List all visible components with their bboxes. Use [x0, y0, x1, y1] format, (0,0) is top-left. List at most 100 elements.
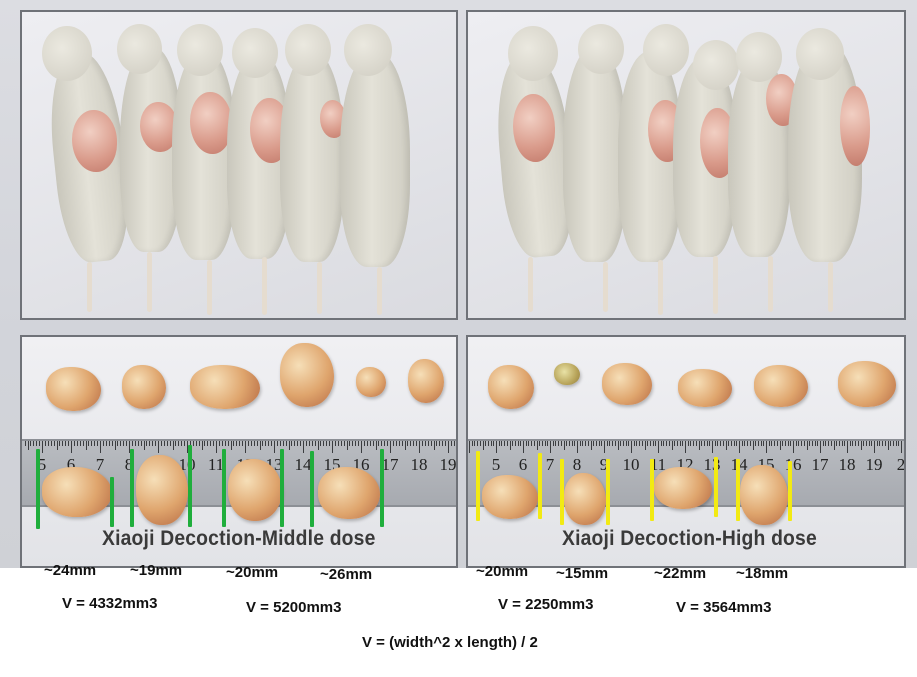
ruler-tick — [703, 441, 705, 446]
ruler-tick — [504, 441, 506, 446]
ruler-tick — [187, 441, 188, 453]
mouse-head — [736, 32, 782, 82]
ruler-tick — [801, 441, 803, 446]
ruler-tick — [363, 441, 365, 446]
ruler-tick — [749, 441, 751, 446]
ruler-tick — [311, 441, 313, 446]
green-width-marker — [280, 449, 284, 527]
ruler-tick — [828, 441, 830, 446]
ruler-tick — [149, 441, 151, 446]
ruler-tick — [698, 441, 700, 450]
green-width-marker — [380, 449, 384, 527]
ruler-tick — [195, 441, 197, 446]
ruler-tick — [469, 441, 470, 453]
yellow-width-marker — [476, 451, 480, 521]
ruler-tick — [155, 441, 157, 446]
high-dose-measurement: ~15mm — [556, 565, 609, 582]
ruler-tick — [585, 441, 587, 446]
ruler-tick — [779, 441, 781, 450]
measured-tumor — [228, 459, 282, 521]
ruler-tick — [539, 441, 541, 446]
ruler-number: 2 — [896, 455, 906, 474]
excised-tumor — [678, 369, 732, 407]
yellow-width-marker — [736, 459, 740, 521]
ruler-tick — [652, 441, 654, 446]
ruler-tick — [774, 441, 776, 446]
ruler-tick — [544, 441, 546, 446]
mouse-tail — [528, 257, 533, 312]
ruler-tick — [771, 441, 773, 446]
ruler-tick — [123, 441, 125, 446]
ruler-tick — [693, 441, 695, 446]
ruler-tick — [493, 441, 495, 446]
ruler-tick — [509, 441, 511, 450]
ruler-tick — [282, 441, 284, 446]
measured-tumor — [564, 473, 606, 525]
volume-label: V = 2250mm3 — [498, 596, 594, 613]
ruler-number: 9 — [599, 455, 609, 474]
ruler-tick — [189, 441, 191, 446]
volume-label: V = 4332mm3 — [62, 595, 158, 612]
ruler-tick — [192, 441, 194, 446]
mouse-head — [285, 24, 331, 76]
ruler-tick — [876, 441, 878, 446]
ruler-tick — [571, 441, 573, 446]
ruler-tick — [747, 441, 749, 446]
ruler-tick — [152, 441, 154, 446]
ruler-tick — [901, 441, 902, 453]
ruler-number: 6 — [518, 455, 528, 474]
ruler-tick — [768, 441, 770, 446]
ruler-tick — [687, 441, 689, 446]
ruler-tick — [334, 441, 336, 446]
ruler-tick — [525, 441, 527, 446]
ruler-tick — [401, 441, 403, 446]
ruler-tick — [658, 441, 659, 453]
ruler-number: 8 — [124, 455, 134, 474]
ruler-tick — [490, 441, 492, 446]
ruler-tick — [207, 441, 209, 446]
ruler-tick — [62, 441, 64, 446]
ruler-tick — [887, 441, 889, 450]
ruler-tick — [242, 441, 244, 446]
ruler-number: 5 — [491, 455, 501, 474]
ruler-number: 6 — [66, 455, 76, 474]
green-width-marker — [222, 449, 226, 527]
mouse-tail — [828, 262, 833, 312]
ruler-tick — [218, 441, 220, 446]
ruler-tick — [855, 441, 857, 446]
ruler-tick — [809, 441, 811, 446]
ruler-tick — [332, 441, 333, 453]
ruler-tick — [568, 441, 570, 446]
ruler-tick — [512, 441, 514, 446]
ruler-tick — [590, 441, 592, 450]
ruler-tick — [457, 441, 458, 446]
mouse-tail — [147, 252, 152, 312]
ruler-tick — [216, 441, 217, 453]
ruler-tick — [53, 441, 55, 446]
ruler-tick — [384, 441, 386, 446]
excised-tumor — [554, 363, 580, 385]
ruler-tick — [625, 441, 627, 446]
ruler-tick — [479, 441, 481, 446]
ruler-tick — [288, 441, 290, 450]
ruler-tick — [88, 441, 90, 446]
ruler-tick — [410, 441, 412, 446]
ruler-tick — [601, 441, 603, 446]
ruler-tick — [879, 441, 881, 446]
mouse-tail — [207, 260, 212, 315]
ruler-tick — [404, 441, 406, 450]
ruler-tick — [498, 441, 500, 446]
ruler-tick — [94, 441, 96, 446]
ruler-tick — [620, 441, 622, 446]
ruler-tick — [690, 441, 692, 446]
mouse-tail — [377, 267, 382, 315]
ruler-tick — [175, 441, 177, 446]
ruler-tick — [730, 441, 732, 446]
ruler-tick — [633, 441, 635, 446]
ruler-tick — [666, 441, 668, 446]
ruler-tick — [137, 441, 139, 446]
ruler-tick — [36, 441, 38, 446]
ruler-tick — [27, 441, 29, 450]
ruler-tick — [660, 441, 662, 446]
ruler-number: 19 — [439, 455, 457, 474]
